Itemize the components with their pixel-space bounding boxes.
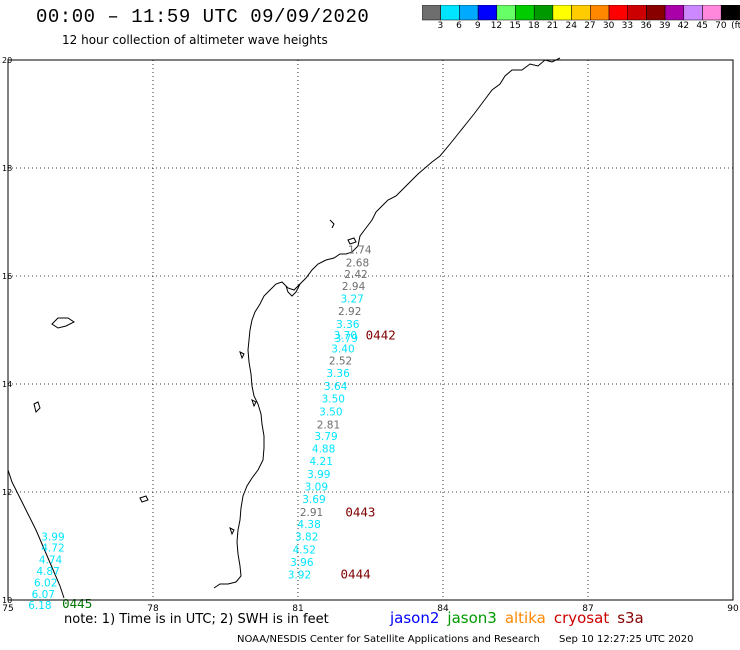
legend-satellite-jason3: jason3 [447, 609, 497, 627]
lon-tick-label: 78 [147, 604, 159, 614]
legend-satellite-cryosat: cryosat [553, 609, 610, 627]
colorbar-tick-label: 42 [677, 21, 690, 31]
lon-tick-label: 87 [582, 604, 593, 614]
lon-tick-label: 84 [437, 604, 449, 614]
colorbar-tick-label: 3 [437, 21, 444, 31]
wave-height-value: 4.38 [297, 519, 320, 531]
colorbar-tick-label: 18 [528, 21, 540, 31]
wave-height-value: 6.02 [34, 578, 57, 590]
lat-tick-label: 10 [2, 596, 12, 605]
lat-tick-label: 18 [2, 164, 12, 173]
wave-height-value: 3.79 [314, 431, 337, 443]
coastline-krishna-delta [285, 283, 301, 297]
page-title: 00:00 – 11:59 UTC 09/09/2020 [36, 6, 370, 28]
island-small-3 [229, 527, 235, 536]
pass-time-label: 0444 [341, 566, 371, 581]
pass-time-label: 0442 [366, 328, 396, 343]
colorbar-tick-label: 30 [602, 21, 615, 31]
island-small-1 [239, 351, 245, 360]
wave-height-value: 3.27 [340, 293, 363, 305]
satellite-legend: jason2 jason3 altika cryosat s3a [390, 609, 652, 627]
footer-credit: NOAA/NESDIS Center for Satellite Applica… [237, 634, 694, 645]
wave-height-value: 2.81 [317, 419, 340, 431]
wave-height-value: 3.92 [288, 569, 311, 581]
wave-height-value: 3.09 [305, 481, 328, 493]
map-frame [7, 59, 734, 601]
island-north [329, 219, 335, 229]
lat-tick-label: 16 [2, 272, 12, 281]
coastline-east-india [213, 57, 561, 589]
colorbar-tick-label: 27 [584, 21, 596, 31]
colorbar-tick-label: 12 [490, 21, 503, 31]
lon-tick-label: 75 [2, 604, 13, 614]
wave-height-value: 3.64 [324, 381, 348, 393]
legend-satellite-jason2: jason2 [390, 609, 440, 627]
wave-height-value: 4.72 [41, 542, 64, 554]
wave-height-value: 6.07 [32, 589, 55, 601]
credit-text: NOAA/NESDIS Center for Satellite Applica… [237, 634, 540, 645]
lat-tick-label: 20 [2, 56, 12, 65]
wave-height-value: 3.69 [302, 494, 325, 506]
colorbar-tick-label: 15 [509, 21, 521, 31]
island-minicoy [139, 495, 149, 503]
colorbar-tick-label: 45 [696, 21, 708, 31]
wave-height-value: 2.91 [300, 507, 323, 519]
coastline-west-india [7, 469, 65, 599]
wave-height-value: 3.50 [319, 406, 342, 418]
pass-time-label: 0445 [62, 596, 92, 611]
wave-height-value: 2.92 [338, 306, 361, 318]
wave-height-value: 3.40 [331, 344, 354, 356]
colorbar-tick-label: 70 [715, 21, 727, 31]
lon-tick-label: 90 [727, 604, 739, 614]
legend-satellite-altika: altika [504, 609, 546, 627]
colorbar-tick-label: 33 [621, 21, 634, 31]
colorbar-tick-label: 21 [546, 21, 559, 31]
colorbar-tick-label: 9 [474, 21, 481, 31]
wave-height-value: 4.21 [310, 456, 333, 468]
wave-height-value: 2.68 [346, 257, 369, 269]
colorbar-tick-label: 6 [456, 21, 462, 31]
colorbar-tick-label: 36 [640, 21, 652, 31]
footer-note: note: 1) Time is in UTC; 2) SWH is in fe… [64, 612, 329, 627]
wave-height-value: 2.42 [344, 269, 367, 281]
coastline [7, 57, 561, 599]
wave-height-value: 1.74 [348, 244, 372, 256]
wave-height-value: 4.52 [293, 545, 316, 557]
wave-height-value: 2.94 [342, 281, 366, 293]
wave-height-value: 3.70 [334, 330, 357, 342]
wave-height-value: 3.36 [336, 319, 360, 331]
island-lakshadweep [51, 317, 75, 329]
lat-tick-label: 14 [2, 380, 12, 389]
wave-height-value: 3.96 [290, 557, 314, 569]
wave-height-value: 3.99 [41, 532, 64, 544]
island-lakshadweep-small [33, 401, 41, 413]
wave-height-value: 4.74 [39, 554, 63, 566]
legend-satellite-s3a: s3a [617, 609, 644, 627]
wave-height-value: 4.88 [312, 444, 335, 456]
wave-height-colorbar [422, 5, 740, 21]
wave-height-value: 3.79 [335, 333, 358, 345]
island-chilika [347, 237, 357, 245]
wave-height-observations: 1.742.682.422.943.272.923.363.703.793.40… [28, 244, 372, 612]
timestamp-text: Sep 10 12:27:25 UTC 2020 [559, 634, 694, 645]
wave-height-value: 6.18 [28, 600, 51, 612]
colorbar-tick-label: 39 [659, 21, 671, 31]
wave-height-value: 3.50 [322, 393, 345, 405]
wave-height-value: 4.87 [36, 566, 59, 578]
wave-height-value: 3.82 [295, 532, 318, 544]
page-subtitle: 12 hour collection of altimeter wave hei… [62, 33, 328, 47]
pass-time-label: 0443 [345, 504, 375, 519]
colorbar-tick-label: 24 [565, 21, 577, 31]
colorbar-unit: (ft) [731, 21, 740, 31]
wave-height-value: 2.52 [329, 356, 352, 368]
island-small-2 [251, 399, 257, 408]
wave-height-value: 3.99 [307, 469, 330, 481]
lat-tick-label: 12 [2, 488, 12, 497]
lon-tick-label: 81 [292, 604, 303, 614]
wave-height-value: 3.36 [326, 368, 350, 380]
